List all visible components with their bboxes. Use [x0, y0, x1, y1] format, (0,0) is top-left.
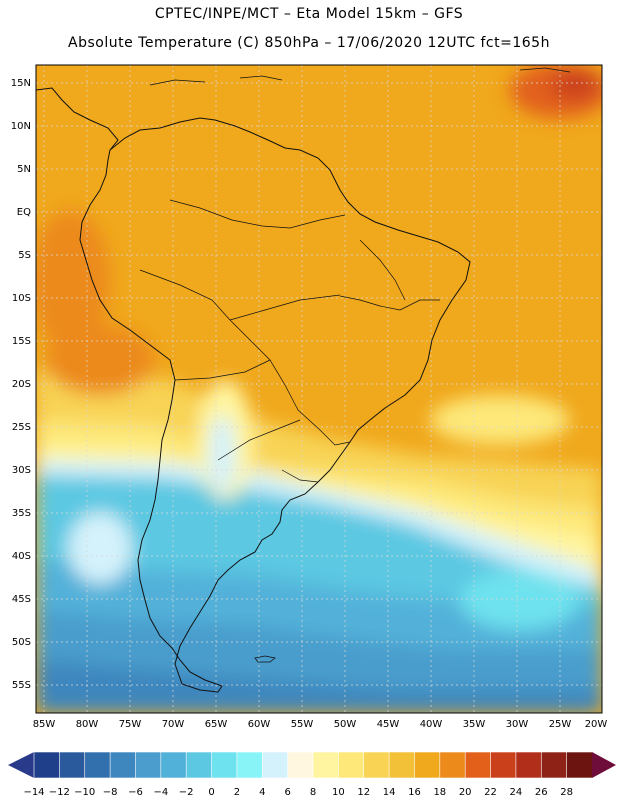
temperature-field: [36, 65, 602, 713]
colorbar-overflow-arrow: [592, 752, 616, 778]
lon-label: 35W: [463, 719, 486, 730]
colorbar-tick-label: 20: [459, 787, 472, 798]
lon-label: 85W: [33, 719, 56, 730]
colorbar-tick-label: 12: [357, 787, 370, 798]
colorbar-cell: [540, 751, 568, 779]
colorbar-cell: [261, 751, 289, 779]
lat-label: 30S: [12, 465, 31, 476]
colorbar-tick-label: −12: [49, 787, 70, 798]
colorbar-tick-label: 0: [208, 787, 214, 798]
colorbar-tick-label: −6: [128, 787, 143, 798]
colorbar-tick-label: 28: [560, 787, 573, 798]
lat-label: 55S: [12, 680, 31, 691]
colorbar-cell: [312, 751, 339, 779]
lon-label: 75W: [119, 719, 142, 730]
colorbar-tick-label: 8: [310, 787, 316, 798]
lat-label: 10S: [12, 293, 31, 304]
colorbar-tick-label: 18: [433, 787, 446, 798]
colorbar-tick-label: 14: [383, 787, 396, 798]
colorbar-tick-label: 26: [535, 787, 548, 798]
lat-label: 10N: [11, 121, 31, 132]
lon-label: 65W: [205, 719, 228, 730]
colorbar: −14 −12 −10 −8 −6 −4 −2 0 2 4 6 8 10 12 14 16 18 20 22 24 26…: [8, 751, 616, 798]
lat-label: EQ: [17, 207, 31, 218]
lon-label: 70W: [162, 719, 185, 730]
colorbar-tick-label: 4: [259, 787, 265, 798]
lon-label: 80W: [76, 719, 99, 730]
colorbar-cell: [414, 751, 441, 779]
longitude-labels: 85W 80W 75W 70W 65W 60W 55W 50W 45W 40W …: [33, 719, 608, 730]
lat-label: 20S: [12, 379, 31, 390]
colorbar-tick-label: 22: [484, 787, 497, 798]
lat-label: 50S: [12, 637, 31, 648]
lat-label: 15S: [12, 336, 31, 347]
colorbar-cell: [566, 751, 593, 779]
lat-label: 45S: [12, 594, 31, 605]
lat-label: 25S: [12, 422, 31, 433]
colorbar-cell: [211, 751, 238, 779]
colorbar-tick-label: 10: [332, 787, 345, 798]
latitude-labels: 15N 10N 5N EQ 5S 10S 15S 20S 25S 30S 35S…: [11, 78, 31, 691]
colorbar-cell: [338, 751, 365, 779]
lon-label: 50W: [334, 719, 357, 730]
lon-label: 60W: [248, 719, 271, 730]
colorbar-cell: [490, 751, 517, 779]
colorbar-tick-label: −8: [103, 787, 118, 798]
lon-label: 45W: [377, 719, 400, 730]
colorbar-tick-label: −10: [74, 787, 95, 798]
lat-label: 5S: [18, 250, 31, 261]
colorbar-cell: [464, 751, 492, 779]
lat-label: 40S: [12, 551, 31, 562]
colorbar-cell: [84, 751, 111, 779]
colorbar-cell: [59, 751, 86, 779]
lon-label: 20W: [585, 719, 608, 730]
colorbar-cell: [363, 751, 390, 779]
chart-title: CPTEC/INPE/MCT – Eta Model 15km – GFS: [154, 6, 464, 22]
lat-label: 5N: [17, 164, 31, 175]
colorbar-cell: [388, 751, 416, 779]
country-borders: [139, 199, 440, 483]
lat-label: 35S: [12, 508, 31, 519]
colorbar-cell: [160, 751, 187, 779]
colorbar-tick-label: −4: [153, 787, 168, 798]
colorbar-cell: [439, 751, 466, 779]
lon-label: 30W: [506, 719, 529, 730]
lon-label: 25W: [549, 719, 572, 730]
colorbar-tick-label: −14: [23, 787, 44, 798]
south-america-coastline: [79, 117, 471, 693]
colorbar-tick-label: 2: [234, 787, 240, 798]
colorbar-tick-label: 6: [284, 787, 290, 798]
lon-label: 55W: [291, 719, 314, 730]
lon-label: 40W: [420, 719, 443, 730]
colorbar-cell: [287, 751, 314, 779]
colorbar-tick-label: 16: [408, 787, 421, 798]
colorbar-cell: [185, 751, 213, 779]
colorbar-cell: [33, 751, 60, 779]
colorbar-underflow-arrow: [8, 752, 34, 778]
lat-label: 15N: [11, 78, 31, 89]
graticule: [36, 65, 602, 713]
colorbar-tick-label: −2: [179, 787, 194, 798]
colorbar-cell: [135, 751, 162, 779]
colorbar-cell: [515, 751, 542, 779]
colorbar-cell: [109, 751, 137, 779]
colorbar-tick-label: 24: [510, 787, 523, 798]
colorbar-cell: [236, 751, 263, 779]
chart-subtitle: Absolute Temperature (C) 850hPa – 17/06/…: [68, 35, 550, 51]
